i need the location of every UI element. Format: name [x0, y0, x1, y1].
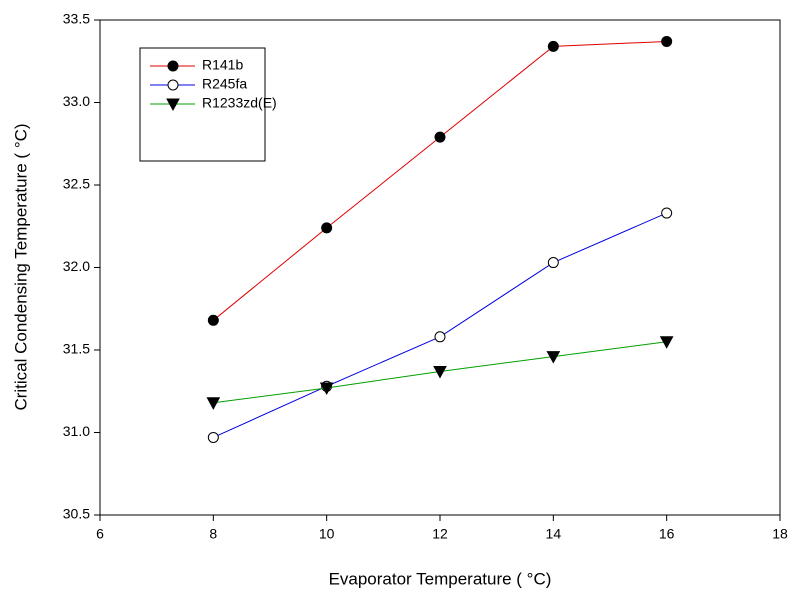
- y-tick-label: 32.5: [63, 176, 90, 192]
- y-axis-label: Critical Condensing Temperature ( °C): [11, 123, 30, 410]
- data-point: [434, 331, 446, 343]
- data-point: [207, 314, 219, 326]
- x-tick-label: 12: [432, 526, 448, 542]
- data-point: [319, 382, 334, 395]
- y-tick-label: 31.5: [63, 341, 90, 357]
- x-tick-label: 18: [772, 526, 788, 542]
- x-tick-label: 8: [209, 526, 217, 542]
- legend-label: R141b: [202, 57, 243, 73]
- y-tick-label: 32.0: [63, 258, 90, 274]
- legend-marker: [167, 79, 179, 91]
- y-tick-label: 31.0: [63, 423, 90, 439]
- x-axis-label: Evaporator Temperature ( °C): [329, 569, 552, 588]
- legend-marker: [166, 98, 180, 112]
- y-tick-label: 30.5: [63, 506, 90, 522]
- data-point: [547, 257, 559, 269]
- data-point: [661, 35, 673, 47]
- x-tick-label: 16: [659, 526, 675, 542]
- data-point: [661, 207, 673, 219]
- data-point: [547, 40, 559, 52]
- legend-label: R245fa: [202, 76, 247, 92]
- legend-marker: [167, 60, 179, 72]
- x-tick-label: 14: [546, 526, 562, 542]
- data-point: [433, 365, 447, 379]
- data-point: [206, 397, 221, 410]
- data-point: [659, 336, 674, 349]
- x-tick-label: 10: [319, 526, 335, 542]
- data-point: [321, 222, 333, 234]
- y-tick-label: 33.5: [63, 11, 90, 27]
- legend-label: R1233zd(E): [202, 95, 277, 111]
- x-tick-label: 6: [96, 526, 104, 542]
- y-tick-label: 33.0: [63, 93, 90, 109]
- data-point: [546, 351, 561, 364]
- data-point: [434, 131, 446, 143]
- data-point: [207, 431, 219, 443]
